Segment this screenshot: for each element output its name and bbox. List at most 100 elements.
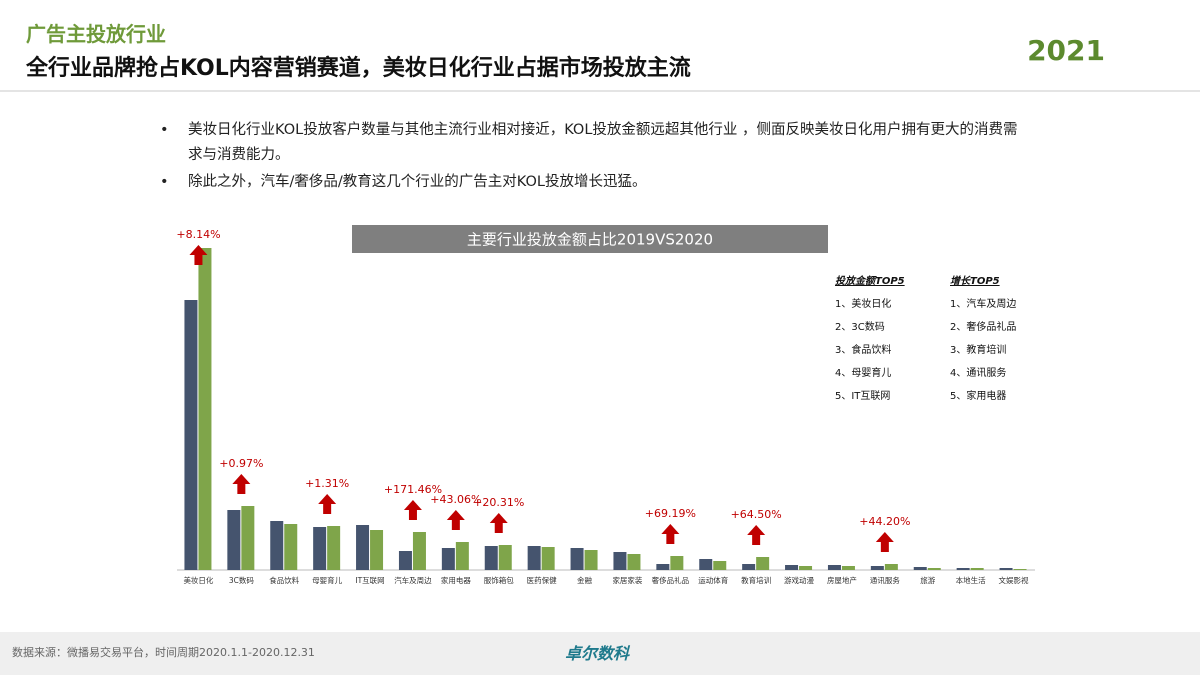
bar bbox=[884, 564, 898, 570]
bar bbox=[870, 566, 884, 570]
bar bbox=[484, 546, 498, 570]
list-item: 2、奢侈品礼品 bbox=[950, 320, 1016, 333]
growth-label: +69.19% bbox=[645, 507, 696, 520]
growth-arrow bbox=[189, 245, 208, 265]
brand: 卓尔数科 bbox=[565, 644, 630, 663]
x-tick-label: 旅游 bbox=[920, 575, 935, 585]
list-item: 5、家用电器 bbox=[950, 389, 1006, 402]
growth-label: +1.31% bbox=[305, 477, 349, 490]
list-item: 1、汽车及周边 bbox=[950, 297, 1016, 310]
subtitle: 广告主投放行业 bbox=[26, 22, 166, 46]
x-tick-label: 家居家装 bbox=[612, 575, 642, 585]
bar bbox=[370, 530, 384, 570]
chart-title: 主要行业投放金额占比2019VS2020 bbox=[467, 231, 713, 249]
bar bbox=[799, 566, 813, 570]
x-tick-label: 金融 bbox=[577, 575, 592, 585]
bar bbox=[241, 506, 255, 570]
list-item: 5、IT互联网 bbox=[835, 390, 890, 402]
bar bbox=[699, 559, 713, 570]
bar bbox=[270, 521, 284, 570]
list-item: 1、美妆日化 bbox=[835, 297, 891, 310]
x-tick-label: 教育培训 bbox=[741, 575, 771, 585]
bar bbox=[1013, 569, 1027, 570]
x-tick-label: 通讯服务 bbox=[870, 575, 900, 585]
growth-arrow bbox=[232, 474, 251, 494]
chart: 主要行业投放金额占比2019VS2020 美妆日化 3C数码 食品饮料 母婴育儿 IT互… bbox=[176, 225, 1035, 585]
bar bbox=[913, 567, 927, 570]
bar bbox=[742, 564, 756, 570]
growth-label: +171.46% bbox=[384, 483, 442, 496]
divider bbox=[0, 90, 1200, 92]
bar bbox=[570, 548, 584, 570]
growth-arrow bbox=[875, 532, 894, 552]
bar bbox=[927, 568, 941, 570]
bar bbox=[541, 547, 555, 570]
x-tick-label: 医药保健 bbox=[527, 575, 557, 585]
growth-label: +8.14% bbox=[176, 228, 220, 241]
growth-label: +64.50% bbox=[731, 508, 782, 521]
x-tick-label: 文娱影视 bbox=[999, 575, 1029, 585]
bullet: 除此之外，汽车/奢侈品/教育这几个行业的广告主对KOL投放增长迅猛。 bbox=[160, 170, 1020, 195]
bar bbox=[627, 554, 641, 570]
bar bbox=[785, 565, 799, 570]
x-tick-label: 家用电器 bbox=[441, 575, 471, 585]
growth-label: +44.20% bbox=[859, 515, 910, 528]
bar bbox=[613, 552, 627, 570]
footer bbox=[0, 632, 1200, 675]
bar bbox=[670, 556, 684, 570]
chart-title-box bbox=[352, 225, 828, 253]
bullets: 美妆日化行业KOL投放客户数量与其他主流行业相对接近，KOL投放金额远超其他行业… bbox=[160, 118, 1020, 197]
bar bbox=[284, 524, 298, 570]
bar bbox=[455, 542, 469, 570]
bar bbox=[412, 532, 426, 570]
growth-arrow bbox=[318, 494, 337, 514]
bar bbox=[584, 550, 598, 570]
list-item: 4、通讯服务 bbox=[950, 366, 1006, 379]
bar bbox=[827, 565, 841, 570]
bar bbox=[841, 566, 855, 570]
title: 全行业品牌抢占KOL内容营销赛道，美妆日化行业占据市场投放主流 bbox=[26, 56, 691, 81]
bar bbox=[398, 551, 412, 570]
bar bbox=[498, 545, 512, 570]
list-item: 4、母婴育儿 bbox=[835, 366, 891, 379]
x-tick-label: 母婴育儿 bbox=[312, 575, 342, 585]
bar bbox=[956, 568, 970, 570]
bar bbox=[656, 564, 670, 570]
x-tick-label: 运动体育 bbox=[698, 575, 728, 585]
x-tick-label: 本地生活 bbox=[956, 575, 986, 585]
bar bbox=[313, 527, 327, 570]
x-tick-label: 食品饮料 bbox=[269, 575, 299, 585]
x-tick-label: 3C数码 bbox=[229, 575, 255, 585]
bar bbox=[756, 557, 770, 570]
list-title: 增长TOP5 bbox=[950, 275, 1000, 287]
bar bbox=[198, 248, 212, 570]
bar bbox=[999, 568, 1013, 570]
bullet: 美妆日化行业KOL投放客户数量与其他主流行业相对接近，KOL投放金额远超其他行业… bbox=[160, 118, 1020, 168]
growth-label: +43.06% bbox=[430, 493, 481, 506]
x-tick-label: 奢侈品礼品 bbox=[652, 575, 690, 585]
bar bbox=[327, 526, 341, 570]
x-tick-label: 游戏动漫 bbox=[784, 575, 814, 585]
bar bbox=[527, 546, 541, 570]
growth-arrow bbox=[446, 510, 465, 530]
growth-arrow bbox=[489, 513, 508, 533]
x-tick-label: 汽车及周边 bbox=[394, 575, 432, 585]
source: 数据来源：微播易交易平台，时间周期2020.1.1-2020.12.31 bbox=[12, 646, 315, 659]
bar bbox=[713, 561, 727, 570]
bar bbox=[227, 510, 241, 570]
year: 2021 bbox=[1027, 34, 1105, 67]
x-tick-label: 服饰箱包 bbox=[484, 575, 514, 585]
bar bbox=[970, 568, 984, 570]
growth-label: +20.31% bbox=[473, 496, 524, 509]
x-tick-label: 美妆日化 bbox=[183, 575, 213, 585]
bar bbox=[356, 525, 370, 570]
bar bbox=[184, 300, 198, 570]
growth-arrow bbox=[661, 524, 680, 544]
x-tick-label: IT互联网 bbox=[355, 576, 384, 585]
growth-label: +0.97% bbox=[219, 457, 263, 470]
x-tick-label: 房屋地产 bbox=[827, 575, 857, 585]
list-title: 投放金额TOP5 bbox=[835, 275, 905, 287]
growth-arrow bbox=[403, 500, 422, 520]
list-item: 3、教育培训 bbox=[950, 343, 1006, 356]
